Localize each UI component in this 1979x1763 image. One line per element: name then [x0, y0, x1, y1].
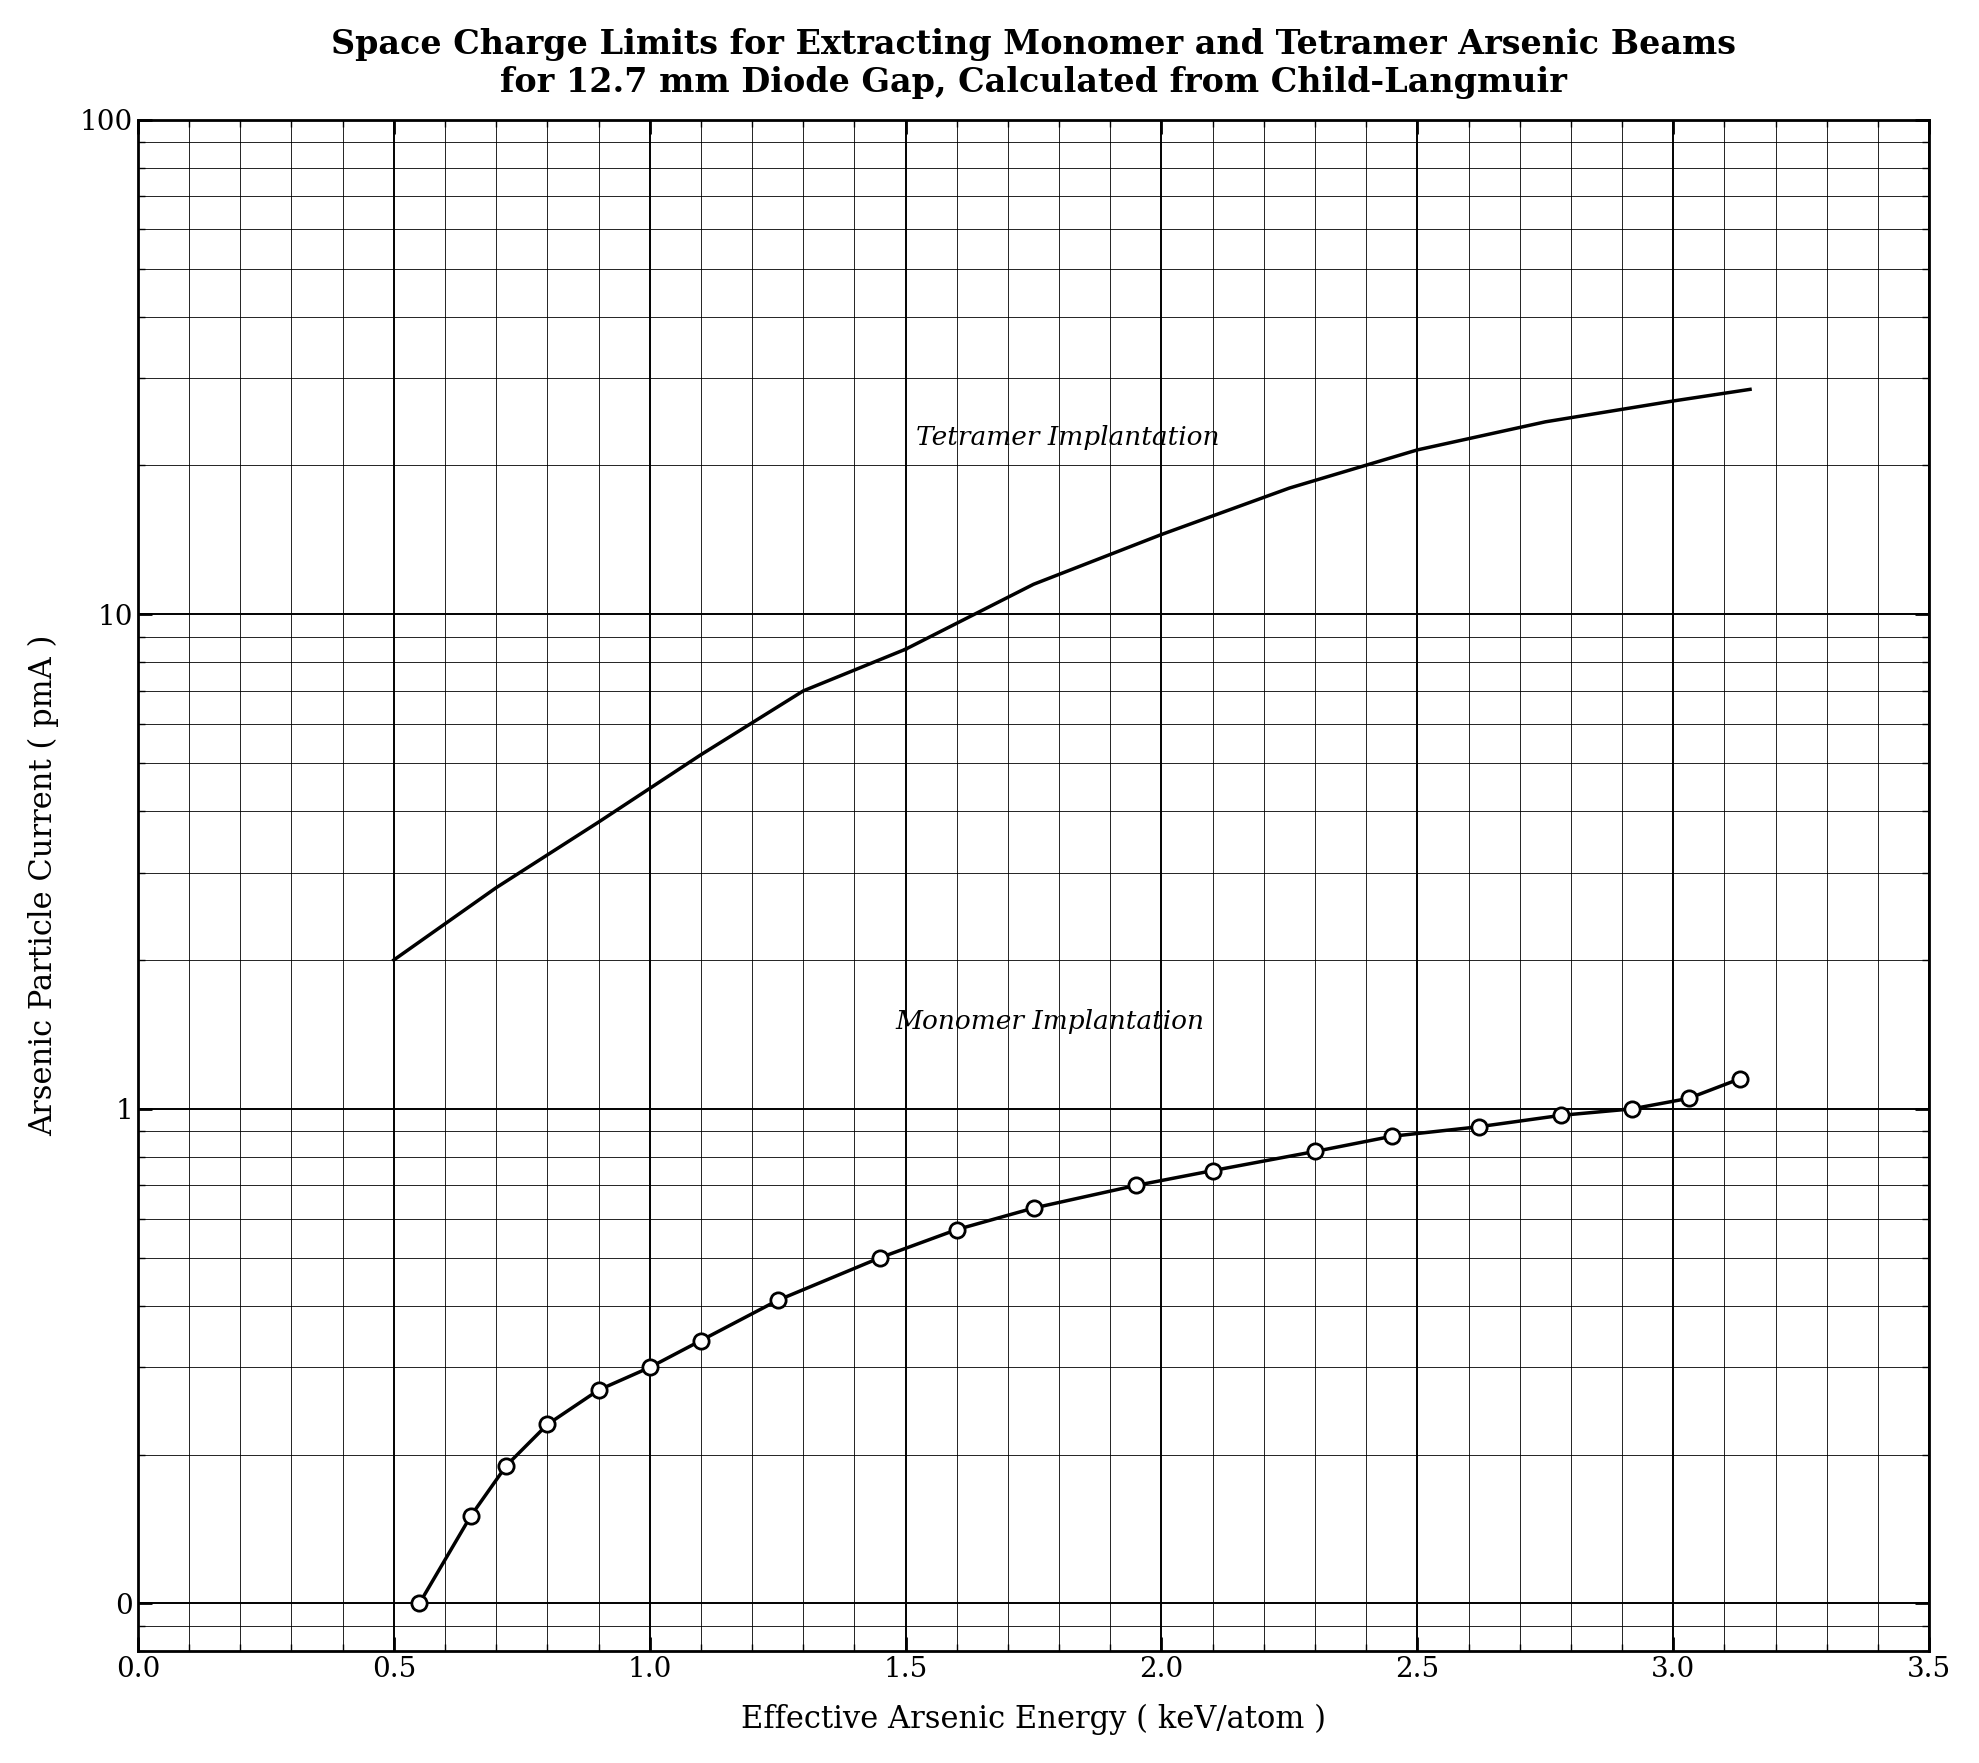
Text: Monomer Implantation: Monomer Implantation	[895, 1008, 1205, 1035]
Text: Tetramer Implantation: Tetramer Implantation	[916, 425, 1219, 450]
Title: Space Charge Limits for Extracting Monomer and Tetramer Arsenic Beams
for 12.7 m: Space Charge Limits for Extracting Monom…	[330, 28, 1736, 99]
X-axis label: Effective Arsenic Energy ( keV/atom ): Effective Arsenic Energy ( keV/atom )	[740, 1705, 1326, 1735]
Y-axis label: Arsenic Particle Current ( pmA ): Arsenic Particle Current ( pmA )	[28, 635, 59, 1135]
